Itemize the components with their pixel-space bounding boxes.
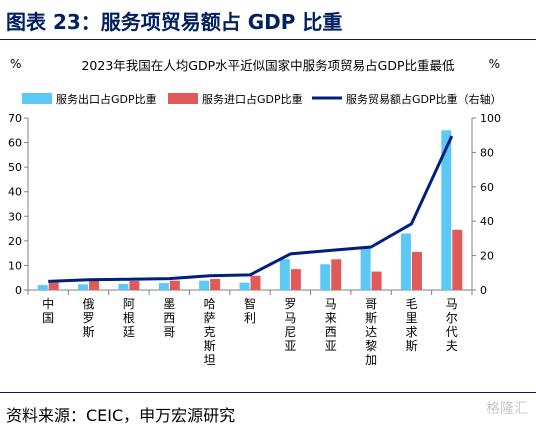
bar-export-1 xyxy=(78,284,89,290)
header-divider xyxy=(0,39,536,40)
bar-import-7 xyxy=(331,259,342,290)
y-right-tick-label: 60 xyxy=(480,181,494,194)
bar-export-4 xyxy=(199,280,210,290)
x-tick-label: 智利 xyxy=(244,296,256,325)
figure-title: 图表 23：服务项贸易额占 GDP 比重 xyxy=(6,10,343,34)
y-left-tick-label: 0 xyxy=(15,284,22,297)
y-left-tick-label: 30 xyxy=(8,210,22,223)
legend-label-1: 服务进口占GDP比重 xyxy=(202,92,303,106)
bar-export-2 xyxy=(118,283,129,290)
bar-import-1 xyxy=(89,280,100,290)
bar-import-5 xyxy=(250,275,261,290)
x-tick-label: 墨西哥 xyxy=(163,297,175,339)
x-axis-labels: 中国 俄罗斯 阿根廷 墨西哥 哈萨克斯坦 智利 罗马尼亚 马来西亚 哥斯达黎加 毛里求斯 马尔代夫 xyxy=(42,296,458,367)
bar-import-8 xyxy=(371,271,382,290)
bar-import-6 xyxy=(290,269,301,290)
x-tick-label: 毛里求斯 xyxy=(405,297,417,353)
y-left-tick-label: 60 xyxy=(8,137,22,150)
y-right-tick-label: 100 xyxy=(480,112,501,125)
legend-label-0: 服务出口占GDP比重 xyxy=(56,92,157,106)
y-left-tick-label: 50 xyxy=(8,161,22,174)
x-tick-label: 俄罗斯 xyxy=(83,297,95,339)
bar-export-7 xyxy=(320,264,331,290)
bar-export-8 xyxy=(360,247,371,290)
left-axis-unit: % xyxy=(10,57,21,71)
footer-divider xyxy=(0,392,536,393)
x-tick-label: 哈萨克斯坦 xyxy=(204,297,216,367)
right-axis-unit: % xyxy=(489,57,500,71)
bar-export-5 xyxy=(239,282,250,290)
bar-import-0 xyxy=(48,282,59,290)
legend-label-2: 服务贸易额占GDP比重（右轴） xyxy=(346,92,502,106)
y-left-tick-label: 20 xyxy=(8,235,22,248)
x-tick-label: 阿根廷 xyxy=(123,297,135,339)
watermark: 格隆汇 xyxy=(486,401,528,417)
x-tick-label: 马来西亚 xyxy=(325,297,337,353)
chart-title: 2023年我国在人均GDP水平近似国家中服务项贸易占GDP比重最低 xyxy=(81,58,455,73)
legend-swatch-0 xyxy=(22,93,52,104)
legend: 服务出口占GDP比重 服务进口占GDP比重 服务贸易额占GDP比重（右轴） xyxy=(22,92,502,106)
y-right-tick-label: 20 xyxy=(480,250,494,263)
x-tick-label: 马尔代夫 xyxy=(446,297,458,353)
y-right-tick-label: 0 xyxy=(480,284,487,297)
bar-import-10 xyxy=(452,229,463,290)
bar-export-6 xyxy=(279,259,290,290)
figure-footer: 资料来源：CEIC，申万宏源研究 格隆汇 xyxy=(0,392,536,431)
x-tick-label: 中国 xyxy=(42,296,54,325)
figure-header: 图表 23：服务项贸易额占 GDP 比重 xyxy=(0,0,536,40)
y-left-tick-label: 40 xyxy=(8,186,22,199)
line-trade-share xyxy=(48,135,454,283)
bars xyxy=(37,130,463,290)
bar-import-4 xyxy=(210,278,221,290)
bar-export-3 xyxy=(158,283,169,290)
bar-import-3 xyxy=(169,280,180,290)
axes: 0 10 20 30 40 50 60 70 0 20 40 60 80 100 xyxy=(8,112,501,297)
bar-export-10 xyxy=(441,130,452,290)
y-right-tick-label: 80 xyxy=(480,146,494,159)
y-left-tick-label: 70 xyxy=(8,112,22,125)
bar-import-2 xyxy=(129,280,140,290)
x-tick-label: 哥斯达黎加 xyxy=(365,297,377,367)
y-left-tick-label: 10 xyxy=(8,259,22,272)
line-series xyxy=(48,135,454,283)
source-note: 资料来源：CEIC，申万宏源研究 xyxy=(6,406,236,425)
y-right-tick-label: 40 xyxy=(480,215,494,228)
bar-export-0 xyxy=(37,285,48,290)
x-tick-label: 罗马尼亚 xyxy=(284,297,296,353)
legend-swatch-1 xyxy=(168,93,198,104)
bar-export-9 xyxy=(400,233,411,290)
bar-import-9 xyxy=(411,251,422,290)
chart: 2023年我国在人均GDP水平近似国家中服务项贸易占GDP比重最低 % % 服务… xyxy=(8,57,502,367)
